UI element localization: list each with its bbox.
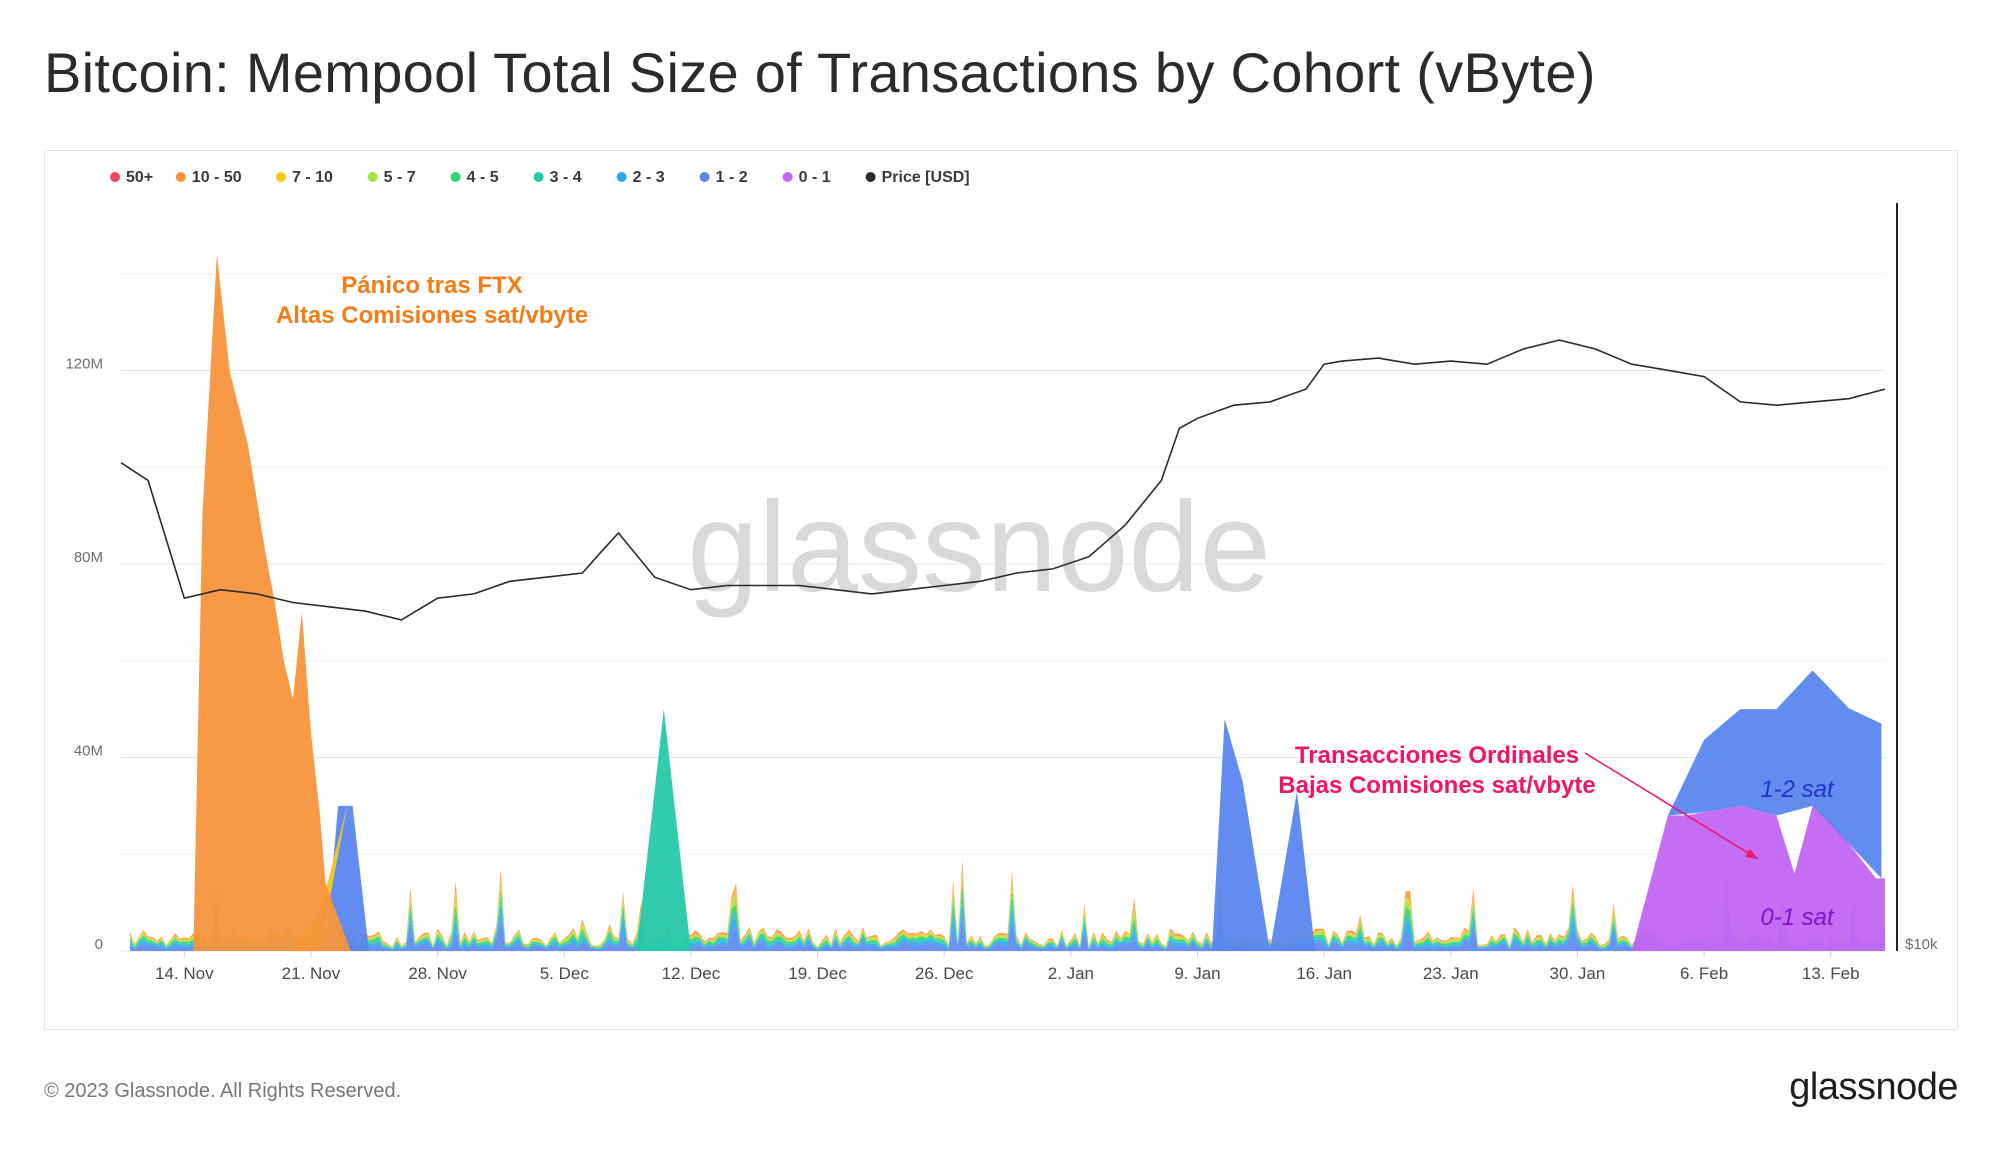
legend-item-10-50[interactable]: 10 - 50 [175,169,242,186]
legend-swatch [782,172,793,182]
ripple-band-10-50 [130,860,1885,948]
legend-label: 2 - 3 [633,169,665,186]
grid-layer [121,273,1885,952]
legend-swatch [533,172,544,182]
annotation-arrow-line [1584,752,1759,860]
legend-item-7-10[interactable]: 7 - 10 [276,169,333,186]
x-tick-label: 23. Jan [1423,964,1479,983]
legend-label: 1 - 2 [716,169,748,186]
x-tick-label: 16. Jan [1296,964,1352,983]
legend-item-50+[interactable]: 50+ [110,169,153,186]
x-tick-label: 30. Jan [1550,964,1606,983]
x-tick-label: 26. Dec [915,964,974,983]
legend-swatch [450,172,461,182]
legend-label: 4 - 5 [467,169,499,186]
y-tick-label: 120M [65,356,103,373]
legend-item-PriceUSD[interactable]: Price [USD] [865,169,970,186]
legend-swatch [110,172,120,182]
legend-swatch [865,172,876,182]
legend-swatch [367,172,378,182]
annotation-ordinals: Transacciones Ordinales Bajas Comisiones… [1278,742,1759,860]
series-label-1-2: 1-2 sat [1760,776,1835,803]
series-area-c0 [1631,805,1885,951]
x-tick-label: 28. Nov [408,964,467,983]
x-tick-label: 5. Dec [540,964,590,983]
copyright-text: © 2023 Glassnode. All Rights Reserved. [44,1080,402,1102]
legend-item-0-1[interactable]: 0 - 1 [782,169,831,186]
x-tick-label: 19. Dec [788,964,847,983]
legend-label: 50+ [126,169,153,186]
chart-panel: glassnode 0 40M 80M 120M 14. Nov 21. Nov 28. N… [44,150,1958,1030]
x-tick-label: 21. Nov [282,964,341,983]
x-tick-label: 13. Feb [1802,964,1860,983]
ripple-band-7-10 [130,869,1885,948]
y-tick-label: 0 [95,936,103,953]
legend-item-3-4[interactable]: 3 - 4 [533,169,582,186]
legend-item-5-7[interactable]: 5 - 7 [367,169,416,186]
area-layer [130,254,1885,951]
legend-label: 5 - 7 [384,169,416,186]
legend-swatch [699,172,710,182]
glassnode-logo: glassnode [1789,1066,1958,1108]
price-tick-label: $10k [1905,936,1938,953]
price-layer [120,339,1886,621]
legend[interactable]: 50+ 10 - 50 7 - 10 5 - 7 4 - 5 3 - 4 2 - 3 1 - … [110,169,970,186]
page-title: Bitcoin: Mempool Total Size of Transacti… [44,41,1596,104]
legend-label: 3 - 4 [550,169,582,186]
legend-swatch [616,172,627,182]
annotation-ordinals-line1: Transacciones Ordinales [1295,742,1579,769]
series-area-c10 [193,254,351,951]
legend-swatch [276,172,286,182]
annotation-ftx-line1: Pánico tras FTX [341,272,522,299]
x-tick-label: 12. Dec [662,964,721,983]
y-tick-label: 80M [74,549,103,566]
legend-swatch [175,172,186,182]
y-tick-label: 40M [74,743,103,760]
legend-label: Price [USD] [882,169,970,186]
mempool-chart: glassnode 0 40M 80M 120M 14. Nov 21. Nov 28. N… [65,169,1938,983]
x-tick-label: 9. Jan [1174,964,1220,983]
series-area-c3 [636,709,691,951]
x-tick-label: 14. Nov [155,964,214,983]
axis-layer: 0 40M 80M 120M 14. Nov 21. Nov 28. Nov 5. Dec 12… [65,203,1938,983]
legend-label: 0 - 1 [799,169,831,186]
x-tick-label: 2. Jan [1048,964,1094,983]
series-label-0-1: 0-1 sat [1760,904,1835,931]
legend-label: 10 - 50 [192,169,242,186]
annotation-ftx-line2: Altas Comisiones sat/vbyte [276,302,588,329]
annotation-arrowhead [1745,849,1758,859]
annotation-ftx: Pánico tras FTX Altas Comisiones sat/vby… [276,272,588,329]
x-tick-label: 6. Feb [1680,964,1728,983]
annotation-ordinals-line2: Bajas Comisiones sat/vbyte [1278,772,1595,799]
legend-item-1-2[interactable]: 1 - 2 [699,169,748,186]
legend-label: 7 - 10 [292,169,333,186]
legend-item-4-5[interactable]: 4 - 5 [450,169,499,186]
legend-item-2-3[interactable]: 2 - 3 [616,169,665,186]
watermark: glassnode [687,476,1271,619]
price-line [120,339,1886,621]
